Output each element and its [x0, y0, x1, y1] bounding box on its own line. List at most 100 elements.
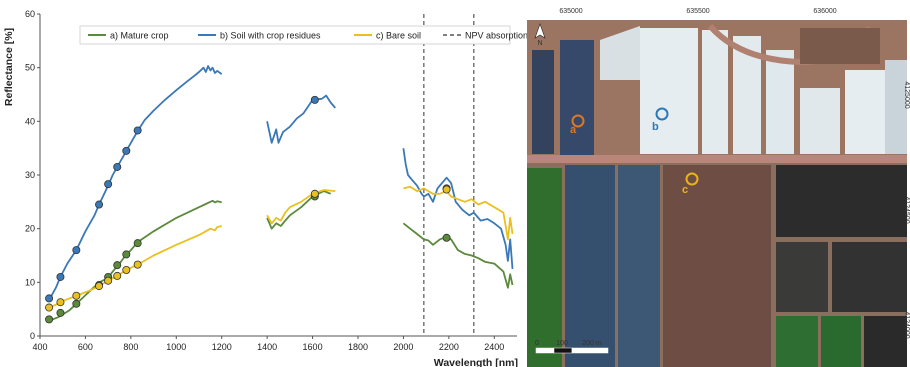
right-coord-1: 4125000	[903, 81, 910, 108]
central-road	[527, 155, 907, 163]
data-point-2	[113, 162, 122, 171]
data-point-3	[56, 298, 65, 307]
x-tick-label: 1800	[348, 342, 368, 352]
data-point-3	[122, 265, 131, 274]
data-point-2	[104, 180, 113, 189]
scale-label-0: 0	[535, 340, 539, 347]
field-dark-5	[832, 242, 907, 312]
series-line-2	[402, 148, 514, 269]
data-point-2	[56, 272, 65, 281]
field-white-8	[885, 60, 907, 154]
x-tick-label: 600	[78, 342, 93, 352]
data-point-3	[95, 282, 104, 291]
field-white-7	[845, 70, 885, 154]
x-tick-label: 2400	[484, 342, 504, 352]
field-dark-3	[776, 165, 907, 237]
data-point-3	[72, 291, 81, 300]
data-point-1	[442, 233, 451, 242]
y-axis-title: Reflectance [%]	[3, 28, 15, 106]
data-point-3	[113, 271, 122, 280]
x-tick-label: 1200	[212, 342, 232, 352]
field-green-3	[821, 316, 861, 367]
field-white-6	[800, 88, 840, 154]
field-blue-1	[565, 165, 615, 367]
field-white-5	[766, 50, 794, 154]
y-tick-label: 0	[30, 331, 35, 341]
data-point-3	[104, 276, 113, 285]
field-dark-4	[776, 242, 828, 312]
x-tick-label: 800	[123, 342, 138, 352]
field-green-1	[527, 168, 562, 367]
field-brown-upper	[800, 28, 880, 64]
y-tick-label: 10	[25, 277, 35, 287]
field-dark-6	[864, 316, 907, 367]
field-brown-c	[663, 165, 771, 367]
data-point-2	[72, 246, 81, 255]
coord-label-3: 636000	[813, 8, 836, 15]
coord-label-2: 635500	[686, 8, 709, 15]
data-point-3	[310, 189, 319, 198]
series-group	[46, 65, 514, 322]
right-coord-2: 4124500	[903, 196, 910, 223]
data-point-3	[442, 185, 451, 194]
data-point-2	[95, 200, 104, 209]
satellite-map: 635000 635500 636000 4125000 4124500 412…	[527, 8, 910, 367]
field-green-2	[776, 316, 818, 367]
data-point-2	[45, 294, 54, 303]
legend-label: a) Mature crop	[110, 31, 169, 41]
field-white-3	[702, 30, 728, 154]
data-point-2	[122, 146, 131, 155]
scale-label-200: 200 m	[582, 340, 602, 347]
coord-label-1: 635000	[559, 8, 582, 15]
reflectance-chart: 0 10 20 30 40 50 60 400 600 800 1000 1200 1400 1600 1…	[3, 9, 533, 367]
x-tick-label: 1600	[303, 342, 323, 352]
y-tick-label: 50	[25, 63, 35, 73]
field-white-1	[600, 26, 640, 80]
field-white-2	[640, 28, 698, 154]
right-coord-3: 4124000	[903, 311, 910, 338]
north-arrow-icon: N	[534, 23, 546, 47]
x-tick-label: 1000	[166, 342, 186, 352]
sample-label-a: a	[570, 124, 577, 136]
x-tick-label: 400	[32, 342, 47, 352]
legend: a) Mature crop b) Soil with crop residues…	[79, 25, 533, 45]
sample-label-c: c	[682, 184, 688, 196]
data-point-3	[133, 260, 142, 269]
y-tick-label: 60	[25, 9, 35, 19]
x-axis-title: Wavelength [nm]	[434, 357, 518, 367]
sample-circle-c	[685, 172, 699, 186]
legend-label: NPV absorptions	[465, 31, 533, 41]
scale-bar: 0 100 200 m	[535, 340, 609, 354]
north-label: N	[537, 40, 542, 47]
series-line-2	[266, 94, 336, 144]
field-blue-2	[618, 165, 660, 367]
field-dark-1	[532, 50, 554, 154]
field-dark-2	[560, 40, 594, 155]
legend-label: c) Bare soil	[376, 31, 421, 41]
sample-circle-a	[571, 114, 585, 128]
y-tick-label: 20	[25, 224, 35, 234]
x-tick-label: 1400	[257, 342, 277, 352]
series-line-3	[403, 185, 514, 241]
y-tick-label: 30	[25, 170, 35, 180]
markers-group	[45, 95, 451, 324]
sample-circle-b	[655, 107, 669, 121]
data-point-1	[122, 250, 131, 259]
legend-label: b) Soil with crop residues	[220, 31, 321, 41]
data-point-3	[45, 303, 54, 312]
data-point-1	[45, 315, 54, 324]
data-point-1	[133, 239, 142, 248]
x-tick-label: 2200	[439, 342, 459, 352]
sample-label-b: b	[652, 121, 659, 133]
legend-box	[79, 25, 511, 45]
data-point-1	[113, 261, 122, 270]
data-point-2	[310, 95, 319, 104]
npv-absorption-lines	[423, 14, 475, 336]
scale-label-100: 100	[556, 340, 568, 347]
series-line-1	[266, 190, 332, 230]
x-tick-label: 2000	[393, 342, 413, 352]
data-point-1	[56, 308, 65, 317]
y-axis-ticks: 0 10 20 30 40 50 60	[25, 9, 40, 341]
series-line-1	[402, 222, 514, 289]
